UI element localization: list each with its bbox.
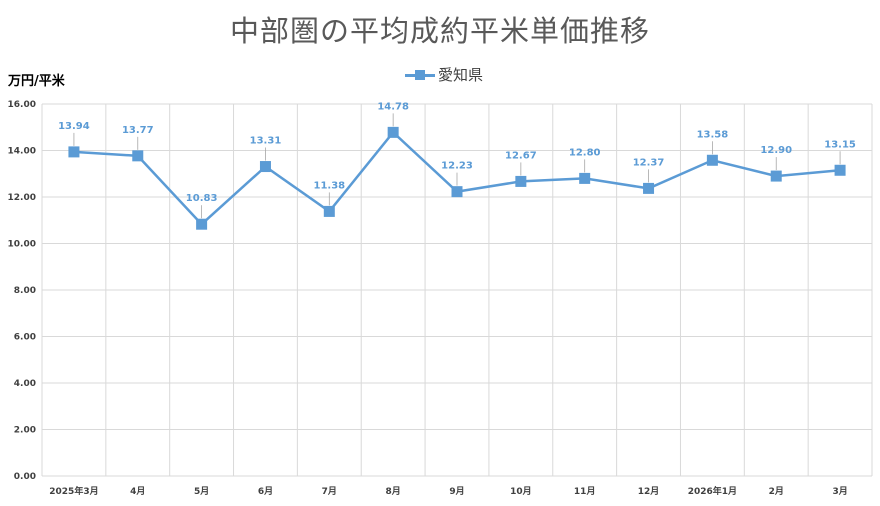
data-label: 13.77 [122, 125, 154, 136]
x-tick-label: 12月 [638, 486, 660, 497]
data-point-marker [515, 175, 527, 187]
data-point-marker [132, 150, 144, 162]
data-label: 10.83 [186, 193, 218, 204]
x-tick-label: 11月 [574, 486, 596, 497]
y-tick-label: 10.00 [8, 240, 36, 250]
data-point-marker [196, 218, 208, 230]
x-tick-label: 3月 [832, 486, 847, 497]
data-point-marker [68, 146, 80, 158]
data-point-marker [259, 161, 271, 173]
data-label: 14.78 [377, 101, 409, 112]
data-point-marker [770, 170, 782, 182]
y-tick-label: 14.00 [8, 147, 36, 157]
data-label: 13.58 [697, 129, 729, 140]
data-label: 12.37 [633, 157, 665, 168]
x-tick-label: 10月 [510, 486, 532, 497]
x-tick-label: 7月 [322, 486, 337, 497]
x-tick-label: 8月 [386, 486, 401, 497]
x-tick-label: 4月 [130, 486, 145, 497]
legend: 愛知県 [405, 64, 483, 85]
data-point-marker [834, 164, 846, 176]
data-label: 11.38 [313, 180, 345, 191]
data-label: 12.23 [441, 161, 473, 172]
y-tick-label: 4.00 [14, 379, 36, 389]
data-label: 12.67 [505, 150, 537, 161]
y-tick-label: 0.00 [14, 472, 36, 482]
data-label: 12.90 [760, 145, 792, 156]
data-point-marker [643, 182, 655, 194]
y-tick-label: 8.00 [14, 286, 36, 296]
data-point-marker [579, 172, 591, 184]
y-tick-label: 16.00 [8, 100, 36, 110]
x-tick-label: 9月 [449, 486, 464, 497]
data-point-marker [323, 205, 335, 217]
y-tick-label: 2.00 [14, 426, 36, 436]
data-point-marker [451, 186, 463, 198]
y-tick-label: 12.00 [8, 193, 36, 203]
data-point-marker [387, 126, 399, 138]
chart-title: 中部圏の平均成約平米単価推移 [229, 14, 650, 48]
legend-line-marker-icon [405, 69, 435, 81]
y-tick-label: 6.00 [14, 333, 36, 343]
x-tick-label: 2025年3月 [49, 485, 98, 497]
data-label: 13.94 [58, 121, 90, 132]
x-tick-label: 2月 [769, 486, 784, 497]
x-tick-label: 2026年1月 [688, 485, 737, 497]
y-axis-unit-label: 万円/平米 [8, 74, 65, 89]
x-tick-label: 6月 [258, 486, 273, 497]
legend-label: 愛知県 [438, 66, 484, 84]
data-point-marker [706, 154, 718, 166]
data-label: 13.31 [250, 136, 282, 147]
data-label: 12.80 [569, 147, 601, 158]
x-tick-label: 5月 [194, 486, 209, 497]
data-label: 13.15 [824, 139, 856, 150]
